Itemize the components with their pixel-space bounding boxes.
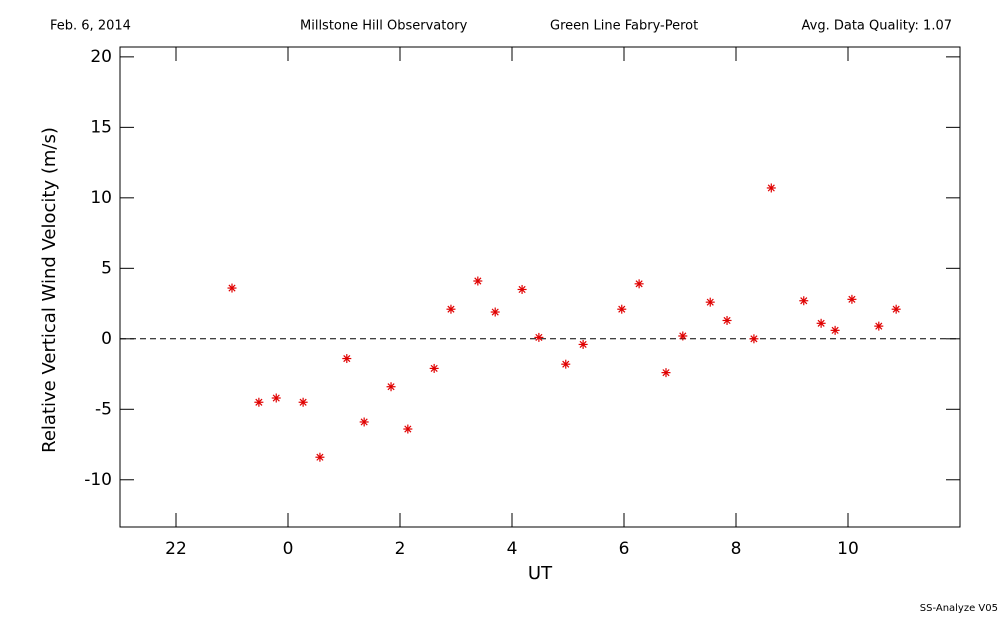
plot-frame <box>119 46 961 528</box>
x-tick-label: 22 <box>165 539 187 559</box>
data-point <box>830 325 840 335</box>
x-tick-label: 10 <box>837 539 859 559</box>
quality: Avg. Data Quality: 1.07 <box>802 19 952 34</box>
data-point <box>578 339 588 349</box>
asterisk-stroke <box>447 305 455 313</box>
asterisk-stroke <box>562 360 570 368</box>
asterisk-stroke <box>518 285 526 294</box>
y-tick-label: 15 <box>90 117 112 137</box>
data-point <box>816 318 826 328</box>
data-point <box>891 304 901 314</box>
data-point <box>315 452 325 462</box>
data-point <box>429 363 439 373</box>
data-point <box>561 359 571 369</box>
asterisk-stroke <box>679 332 687 340</box>
data-point <box>254 397 264 407</box>
data-point <box>386 382 396 392</box>
asterisk-stroke <box>343 354 351 363</box>
data-point <box>617 304 627 314</box>
x-tick-label: 2 <box>395 539 406 559</box>
data-point <box>403 424 413 434</box>
x-tick-label: 6 <box>619 539 630 559</box>
asterisk-stroke <box>579 340 587 349</box>
data-point <box>722 315 732 325</box>
instrument: Green Line Fabry-Perot <box>550 19 698 34</box>
data-point <box>534 332 544 342</box>
y-tick-label: 0 <box>101 329 112 349</box>
asterisk-stroke <box>800 297 808 305</box>
data-point <box>847 294 857 304</box>
site: Millstone Hill Observatory <box>300 19 468 34</box>
x-tick-label: 0 <box>283 539 294 559</box>
y-axis-label: Relative Vertical Wind Velocity (m/s) <box>39 127 60 453</box>
asterisk-stroke <box>491 308 499 316</box>
asterisk-stroke <box>750 335 758 343</box>
data-point <box>661 368 671 378</box>
asterisk-stroke <box>535 333 543 341</box>
asterisk-stroke <box>848 295 856 303</box>
data-point <box>874 321 884 331</box>
asterisk-stroke <box>831 326 839 334</box>
y-tick-label: -5 <box>95 399 112 419</box>
data-point <box>359 417 369 427</box>
data-point <box>766 183 776 193</box>
data-point <box>749 334 759 344</box>
asterisk-stroke <box>316 453 324 461</box>
asterisk-stroke <box>635 280 643 288</box>
x-tick-label: 4 <box>507 539 518 559</box>
asterisk-stroke <box>817 319 825 327</box>
data-point <box>446 304 456 314</box>
asterisk-stroke <box>299 398 307 406</box>
asterisk-stroke <box>360 418 368 426</box>
asterisk-stroke <box>662 369 670 377</box>
data-point <box>490 307 500 317</box>
data-point <box>473 276 483 286</box>
data-point <box>634 279 644 289</box>
asterisk-stroke <box>723 316 731 325</box>
data-point <box>799 296 809 306</box>
data-point <box>342 354 352 364</box>
asterisk-stroke <box>404 425 412 433</box>
data-point <box>298 397 308 407</box>
asterisk-stroke <box>255 398 263 406</box>
asterisk-stroke <box>228 284 236 292</box>
asterisk-stroke <box>706 298 714 306</box>
data-point <box>678 331 688 341</box>
y-tick-label: 20 <box>90 47 112 67</box>
asterisk-stroke <box>272 394 280 402</box>
x-axis-label: UT <box>528 563 553 584</box>
asterisk-stroke <box>387 383 395 391</box>
data-point <box>705 297 715 307</box>
asterisk-stroke <box>767 184 775 192</box>
data-point <box>227 283 237 293</box>
asterisk-stroke <box>875 322 883 330</box>
data-point <box>271 393 281 403</box>
y-tick-label: 10 <box>90 188 112 208</box>
footer: SS-Analyze V05 <box>920 603 998 614</box>
date: Feb. 6, 2014 <box>50 19 131 34</box>
x-tick-label: 8 <box>731 539 742 559</box>
y-tick-label: 5 <box>101 258 112 278</box>
data-point <box>517 284 527 294</box>
asterisk-stroke <box>474 277 482 285</box>
y-tick-label: -10 <box>84 470 112 490</box>
asterisk-stroke <box>618 305 626 313</box>
asterisk-stroke <box>430 364 438 372</box>
asterisk-stroke <box>892 305 900 313</box>
